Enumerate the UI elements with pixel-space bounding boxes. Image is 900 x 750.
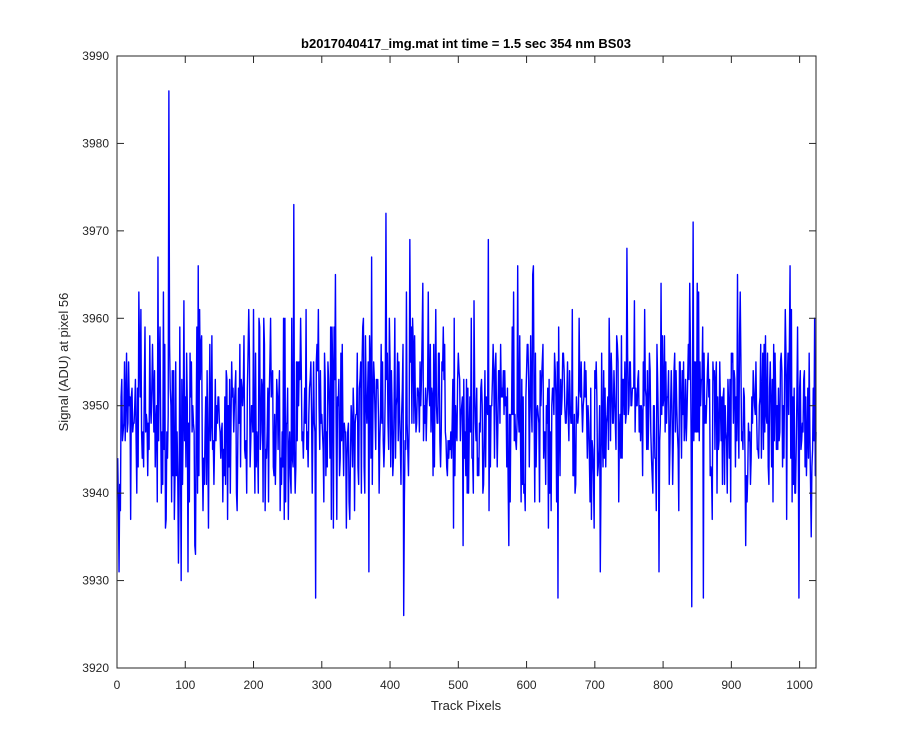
x-tick-label: 0: [114, 678, 121, 692]
plot-background: [117, 56, 816, 668]
x-tick-label: 1000: [786, 678, 813, 692]
tick-layer: 0 100 200 300 400 500 600 700 800 900 1000 3920 3930…: [82, 49, 816, 692]
chart-title: b2017040417_img.mat int time = 1.5 sec 3…: [301, 36, 631, 51]
y-tick-label: 3960: [82, 311, 109, 325]
x-tick-label: 200: [244, 678, 264, 692]
y-tick-label: 3930: [82, 574, 109, 588]
x-tick-label: 400: [380, 678, 400, 692]
y-tick-label: 3920: [82, 661, 109, 675]
y-tick-label: 3950: [82, 399, 109, 413]
y-tick-label: 3970: [82, 224, 109, 238]
series-line: [116, 90, 817, 617]
x-tick-label: 900: [721, 678, 741, 692]
y-axis-label: Signal (ADU) at pixel 56: [56, 293, 71, 432]
x-tick-label: 800: [653, 678, 673, 692]
plot-frame: [116, 55, 817, 669]
y-tick-label: 3990: [82, 49, 109, 63]
x-axis-label: Track Pixels: [431, 698, 502, 713]
x-tick-label: 100: [175, 678, 195, 692]
x-tick-label: 700: [585, 678, 605, 692]
y-tick-label: 3980: [82, 136, 109, 150]
y-tick-label: 3940: [82, 486, 109, 500]
series-layer: [116, 90, 817, 617]
x-tick-label: 600: [517, 678, 537, 692]
x-tick-label: 300: [312, 678, 332, 692]
x-tick-label: 500: [448, 678, 468, 692]
